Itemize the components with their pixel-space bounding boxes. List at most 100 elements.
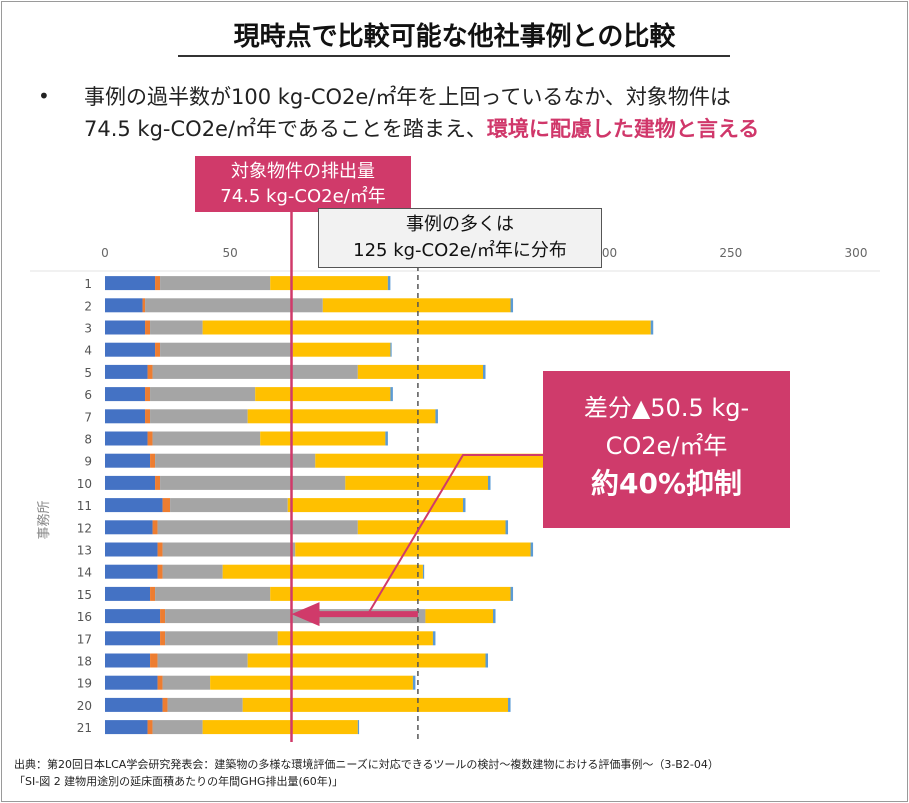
x-tick-label: 300 (845, 246, 868, 260)
bar-segment (485, 653, 489, 668)
bar-segment (105, 586, 151, 601)
bar-segment (105, 342, 156, 357)
bar-segment (152, 364, 358, 379)
bar-segment (105, 720, 148, 735)
bar-segment (105, 498, 163, 513)
bullet-line-2: 74.5 kg-CO2e/㎡年であることを踏まえ、環境に配慮した建物と言える (84, 113, 759, 143)
y-tick-label: 2 (84, 299, 92, 313)
bar-segment (150, 409, 248, 424)
y-tick-label: 12 (77, 521, 92, 535)
bar-segment (105, 320, 146, 335)
bar-segment (170, 498, 288, 513)
bar-segment (145, 409, 151, 424)
bar-segment (105, 697, 163, 712)
y-tick-label: 17 (77, 632, 92, 646)
bar-segment (157, 542, 163, 557)
bar-segment (165, 631, 278, 646)
bar-segment (105, 431, 148, 446)
x-tick-label: 50 (223, 246, 238, 260)
target-callout-line-1: 対象物件の排出量 (231, 161, 375, 182)
bar-segment (157, 675, 163, 690)
bar-segment (150, 653, 158, 668)
y-tick-label: 9 (84, 455, 92, 469)
bar-segment (510, 586, 514, 601)
bar-segment (155, 342, 161, 357)
bar-segment (357, 520, 506, 535)
bar-segment (202, 720, 358, 735)
bar-segment (202, 320, 651, 335)
bar-segment (357, 720, 360, 735)
title-underline (178, 55, 730, 57)
bar-segment (322, 298, 511, 313)
callout-connector-line (367, 454, 543, 615)
bar-segment (145, 387, 151, 402)
bar-segment (105, 653, 151, 668)
y-tick-label: 7 (84, 410, 92, 424)
y-tick-label: 6 (84, 388, 92, 402)
source-citation: 出典：第20回日本LCA学会研究発表会：建築物の多様な環境評価ニーズに対応できる… (14, 758, 719, 771)
bar-segment (510, 298, 514, 313)
bar-segment (650, 320, 654, 335)
bar-segment (530, 542, 534, 557)
bar-segment (162, 697, 168, 712)
bar-segment (270, 586, 511, 601)
bar-segment (432, 631, 436, 646)
bar-segment (152, 520, 158, 535)
bar-segment (150, 387, 256, 402)
bar-segment (155, 276, 161, 291)
bar-segment (255, 387, 391, 402)
bar-segment (105, 631, 161, 646)
bar-segment (357, 364, 484, 379)
bullet-icon: • (38, 84, 50, 108)
y-tick-label: 16 (77, 610, 92, 624)
bar-segment (155, 453, 316, 468)
bar-segment (270, 276, 388, 291)
bar-segment (155, 586, 271, 601)
bar-segment (242, 697, 509, 712)
bar-segment (105, 675, 158, 690)
bar-segment (142, 298, 146, 313)
bar-segment (157, 653, 248, 668)
bar-segment (385, 431, 388, 446)
y-tick-label: 14 (77, 566, 92, 580)
bar-segment (277, 631, 433, 646)
bar-segment (260, 431, 386, 446)
bar-segment (508, 697, 511, 712)
bar-segment (412, 675, 416, 690)
y-tick-label: 3 (84, 322, 92, 336)
bar-segment (160, 342, 293, 357)
bar-segment (488, 475, 491, 490)
bar-segment (150, 320, 203, 335)
bullet-highlight: 環境に配慮した建物と言える (486, 117, 760, 141)
bullet-line-2-prefix: 74.5 kg-CO2e/㎡年であることを踏まえ、 (84, 117, 487, 141)
bar-segment (162, 564, 223, 579)
bar-segment (150, 586, 156, 601)
bar-segment (483, 364, 486, 379)
many-callout-line-2: 125 kg-CO2e/㎡年に分布 (353, 240, 567, 261)
x-tick-label: 0 (101, 246, 109, 260)
bar-segment (160, 475, 346, 490)
bar-segment (145, 298, 323, 313)
bar-segment (152, 720, 203, 735)
bar-segment (105, 542, 158, 557)
bar-segment (105, 609, 161, 624)
bar-segment (105, 387, 146, 402)
target-emission-callout: 対象物件の排出量 74.5 kg-CO2e/㎡年 (195, 156, 411, 212)
y-tick-label: 1 (84, 277, 92, 291)
bar-segment (422, 564, 425, 579)
y-tick-label: 15 (77, 588, 92, 602)
bar-segment (155, 475, 161, 490)
bar-segment (105, 276, 156, 291)
bar-segment (162, 498, 171, 513)
y-tick-label: 5 (84, 366, 92, 380)
diff-callout-line-1: 差分▲50.5 kg- (583, 394, 750, 422)
bar-segment (105, 564, 158, 579)
bar-segment (493, 609, 496, 624)
y-tick-label: 19 (77, 677, 92, 691)
bar-segment (105, 520, 153, 535)
y-tick-label: 13 (77, 544, 92, 558)
diff-callout-line-2: CO2e/㎡年 (605, 432, 728, 460)
bar-segment (105, 364, 148, 379)
